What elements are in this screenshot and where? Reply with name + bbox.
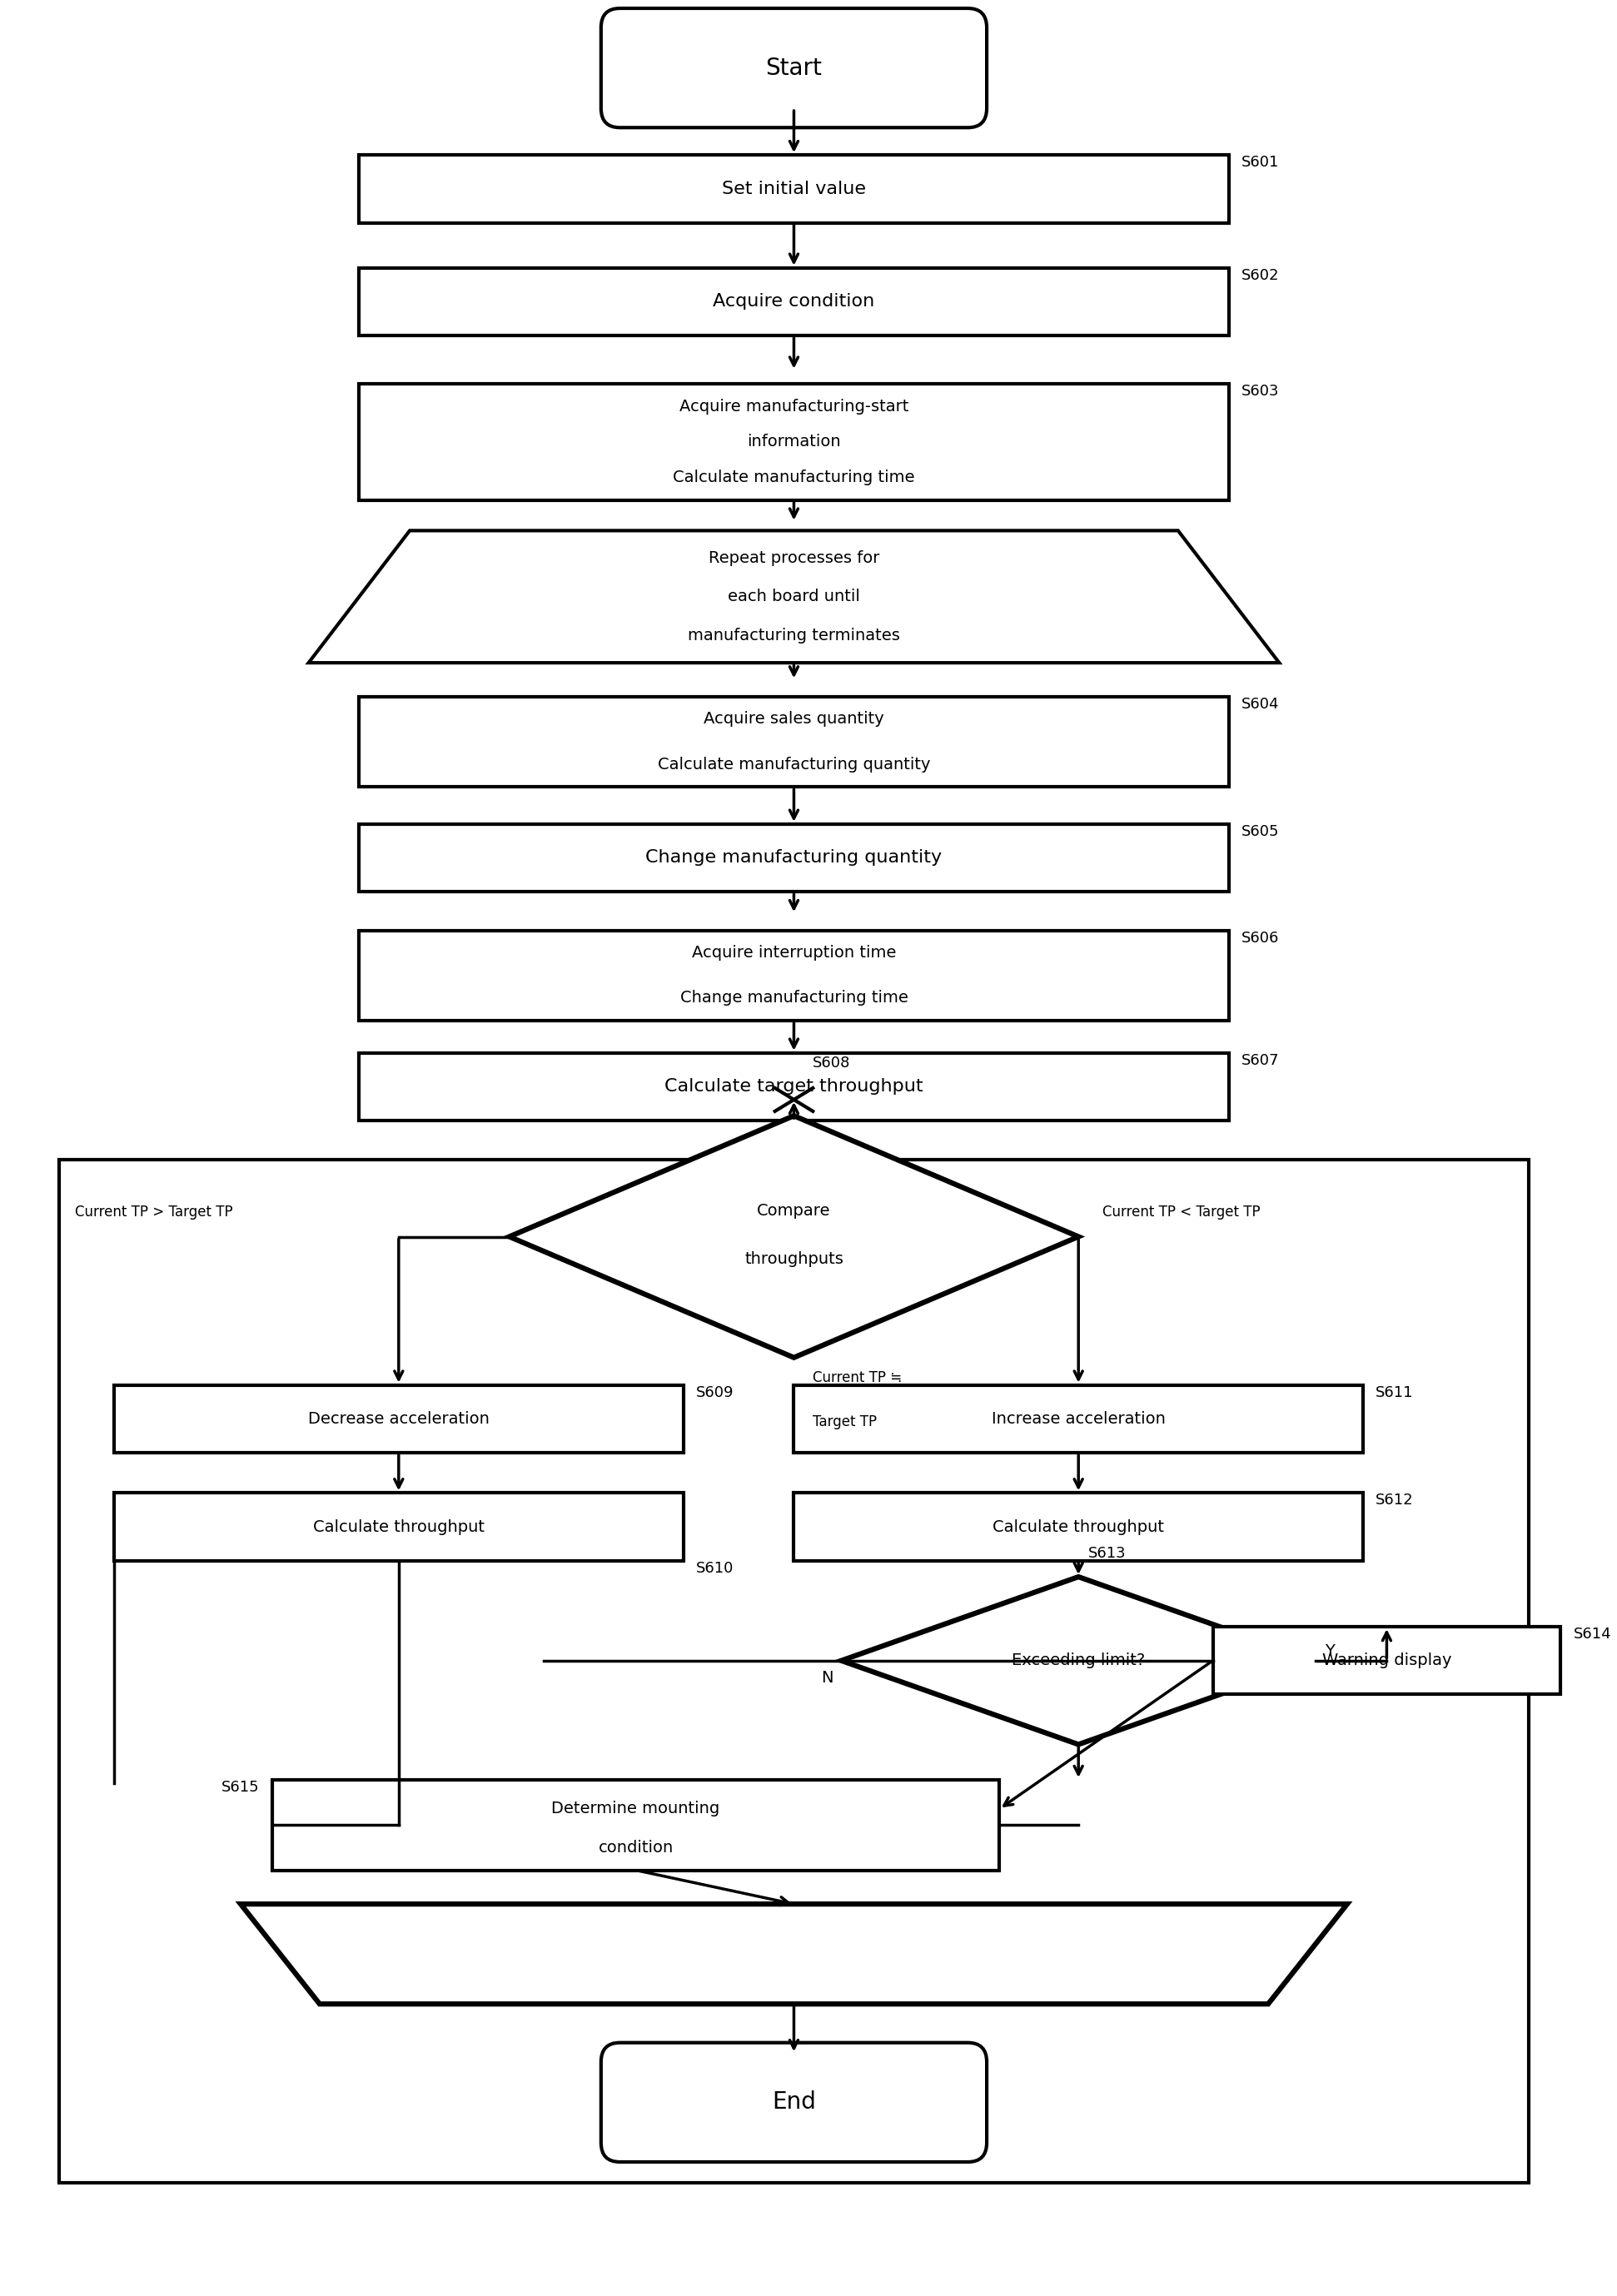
FancyBboxPatch shape: [359, 1054, 1229, 1120]
FancyBboxPatch shape: [272, 1779, 999, 1871]
FancyBboxPatch shape: [359, 383, 1229, 501]
Polygon shape: [509, 1116, 1079, 1357]
Text: Calculate manufacturing time: Calculate manufacturing time: [673, 468, 915, 484]
Text: manufacturing terminates: manufacturing terminates: [687, 627, 901, 643]
Text: S607: S607: [1242, 1054, 1279, 1068]
Text: each board until: each board until: [728, 588, 860, 604]
Text: Change manufacturing quantity: Change manufacturing quantity: [645, 850, 943, 866]
Text: Current TP > Target TP: Current TP > Target TP: [74, 1205, 233, 1219]
FancyBboxPatch shape: [602, 2043, 986, 2163]
Text: Calculate target throughput: Calculate target throughput: [665, 1079, 923, 1095]
Text: S612: S612: [1376, 1492, 1413, 1508]
Text: Exceeding limit?: Exceeding limit?: [1012, 1653, 1145, 1669]
Text: N: N: [821, 1669, 833, 1685]
Text: condition: condition: [598, 1839, 673, 1855]
Text: Start: Start: [765, 57, 821, 80]
Text: S604: S604: [1242, 696, 1279, 712]
FancyBboxPatch shape: [602, 9, 986, 129]
Text: Acquire sales quantity: Acquire sales quantity: [703, 712, 884, 728]
Text: throughputs: throughputs: [744, 1251, 844, 1267]
Text: S605: S605: [1242, 824, 1279, 838]
Text: Calculate manufacturing quantity: Calculate manufacturing quantity: [658, 755, 930, 771]
FancyBboxPatch shape: [794, 1492, 1363, 1561]
Text: Set initial value: Set initial value: [721, 181, 867, 197]
Bar: [58, 1159, 1530, 2183]
Text: S613: S613: [1088, 1545, 1125, 1561]
FancyBboxPatch shape: [359, 156, 1229, 223]
Text: Calculate throughput: Calculate throughput: [314, 1520, 485, 1534]
Text: Acquire interruption time: Acquire interruption time: [692, 946, 896, 960]
Polygon shape: [841, 1577, 1316, 1745]
Text: Calculate throughput: Calculate throughput: [993, 1520, 1164, 1534]
Text: S602: S602: [1242, 269, 1279, 282]
FancyBboxPatch shape: [359, 269, 1229, 335]
Text: S614: S614: [1573, 1628, 1611, 1642]
Text: information: information: [747, 434, 841, 450]
Polygon shape: [241, 1903, 1347, 2004]
Polygon shape: [309, 530, 1279, 664]
Text: S606: S606: [1242, 930, 1279, 946]
Text: S615: S615: [222, 1779, 260, 1795]
Text: Acquire condition: Acquire condition: [713, 294, 875, 310]
Text: Acquire manufacturing-start: Acquire manufacturing-start: [679, 400, 909, 413]
Text: S601: S601: [1242, 156, 1279, 170]
Text: Target TP: Target TP: [813, 1414, 876, 1428]
Text: Compare: Compare: [757, 1203, 831, 1219]
Text: S611: S611: [1376, 1384, 1413, 1401]
FancyBboxPatch shape: [359, 824, 1229, 891]
Text: S603: S603: [1242, 383, 1279, 400]
Text: End: End: [771, 2092, 817, 2115]
Text: S608: S608: [813, 1056, 851, 1070]
FancyBboxPatch shape: [1213, 1628, 1560, 1694]
Text: Warning display: Warning display: [1323, 1653, 1452, 1669]
Text: Y: Y: [1324, 1644, 1336, 1658]
FancyBboxPatch shape: [115, 1384, 684, 1453]
Text: Current TP ≒: Current TP ≒: [813, 1371, 902, 1384]
FancyBboxPatch shape: [115, 1492, 684, 1561]
FancyBboxPatch shape: [359, 696, 1229, 788]
Text: Decrease acceleration: Decrease acceleration: [307, 1412, 490, 1426]
Text: Increase acceleration: Increase acceleration: [991, 1412, 1166, 1426]
Text: Determine mounting: Determine mounting: [551, 1800, 720, 1816]
Text: Change manufacturing time: Change manufacturing time: [679, 990, 907, 1006]
Text: Repeat processes for: Repeat processes for: [708, 551, 880, 565]
Text: Current TP < Target TP: Current TP < Target TP: [1103, 1205, 1260, 1219]
Text: S609: S609: [695, 1384, 734, 1401]
FancyBboxPatch shape: [359, 930, 1229, 1022]
FancyBboxPatch shape: [794, 1384, 1363, 1453]
Text: S610: S610: [695, 1561, 734, 1575]
